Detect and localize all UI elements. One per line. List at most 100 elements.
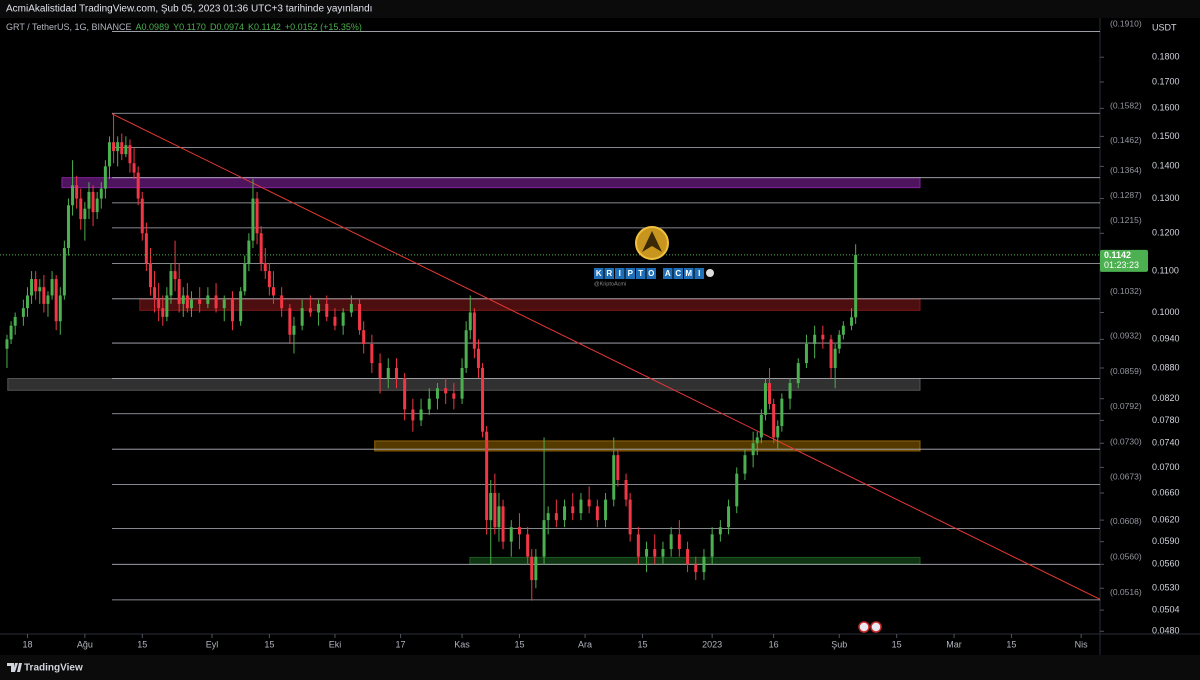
candle-body [468,312,472,331]
candle-body [140,198,144,234]
candle-body [300,308,304,326]
footer-label: TradingView [24,663,83,674]
candle-body [759,414,763,438]
brand-letter: A [665,269,671,278]
candle-body [763,383,767,415]
candle-body [71,185,75,206]
brand-letter: O [648,269,654,278]
y-tick-label: 0.0620 [1152,514,1180,524]
level-label: (0.0560) [1110,552,1142,562]
level-label: (0.1910) [1110,19,1142,29]
candle-body [259,233,263,264]
overlay: GRT / TetherUS, 1G, BINANCE A0.0989 Y0.117… [6,19,1180,674]
candle-body [148,263,152,288]
candle-body [460,368,464,399]
level-label: (0.0673) [1110,472,1142,482]
candle-body [411,409,415,421]
brand-letter: I [619,269,621,278]
candle-body [136,172,140,199]
candle-body [386,368,390,378]
brand-box [625,268,635,279]
candle-body [616,455,620,480]
candle-body [161,308,165,317]
candle-body [571,506,575,514]
brand-letter: R [606,269,612,278]
candle-body [452,393,456,399]
y-tick-label: 0.1500 [1152,131,1180,141]
x-tick-label: Mar [946,639,962,649]
candle-body [230,299,234,322]
candle-body [239,291,243,322]
brand-box [604,268,614,279]
candle-body [5,339,9,349]
candle-body [247,240,251,264]
candle-body [435,388,439,399]
candle-body [804,344,808,364]
y-tick-label: 0.0660 [1152,487,1180,497]
x-tick-label: 18 [22,639,32,649]
candle-body [534,556,538,581]
candle-body [743,455,747,474]
candle-body [587,499,591,507]
brand-letter: K [596,269,602,278]
x-tick-label: 2023 [702,639,722,649]
level-label: (0.0516) [1110,587,1142,597]
candle-body [181,295,185,304]
x-tick-label: Kas [454,639,470,649]
candle-body [837,334,841,349]
candle-body [206,295,210,304]
brand-box [684,268,694,279]
candle-body [25,295,29,309]
candle-body [263,263,267,272]
candle-body [87,191,91,209]
candle-body [153,287,157,300]
candle-body [333,316,337,326]
y-tick-label: 0.1800 [1152,52,1180,62]
candle-body [604,499,608,521]
candle-body [362,330,366,345]
brand-letter: I [698,269,700,278]
brand-letter: P [628,269,634,278]
candle-body [813,334,817,345]
y-tick-label: 0.1700 [1152,76,1180,86]
candle-body [780,398,784,427]
candle-body [612,455,616,500]
x-tick-label: 15 [892,639,902,649]
candle-body [841,325,845,335]
candle-body [325,303,329,317]
candle-body [120,142,124,155]
y-tick-label: 0.1400 [1152,161,1180,171]
candle-body [702,556,706,573]
candle-body [75,185,79,199]
candle-body [768,383,772,405]
y-tick-label: 0.1300 [1152,193,1180,203]
candle-body [686,549,690,565]
candle-body [46,295,50,304]
candle-body [255,198,259,234]
brand-box [615,268,625,279]
candle-body [21,308,25,317]
candle-body [489,492,493,521]
candle-body [128,145,132,164]
brand-letter: M [685,269,692,278]
y-tick-label: 0.0700 [1152,462,1180,472]
candle-body [546,513,550,521]
level-label: (0.0792) [1110,401,1142,411]
y-tick-label: 0.0820 [1152,393,1180,403]
y-tick-label: 0.1000 [1152,307,1180,317]
candle-body [271,287,275,296]
candle-body [42,287,46,304]
x-tick-label: 15 [514,639,524,649]
candle-body [481,368,485,432]
candle-body [280,295,284,309]
candle-body [829,339,833,369]
candle-body [116,142,120,152]
last-price-box [1100,249,1148,272]
x-tick-label: 15 [1006,639,1016,649]
y-tick-label: 0.0560 [1152,559,1180,569]
candle-body [751,443,755,456]
brand-letter: T [638,269,643,278]
candle-body [185,295,189,309]
legend-value: +0.0152 (+15.35%) [285,22,362,32]
x-tick-label: Eki [329,639,342,649]
